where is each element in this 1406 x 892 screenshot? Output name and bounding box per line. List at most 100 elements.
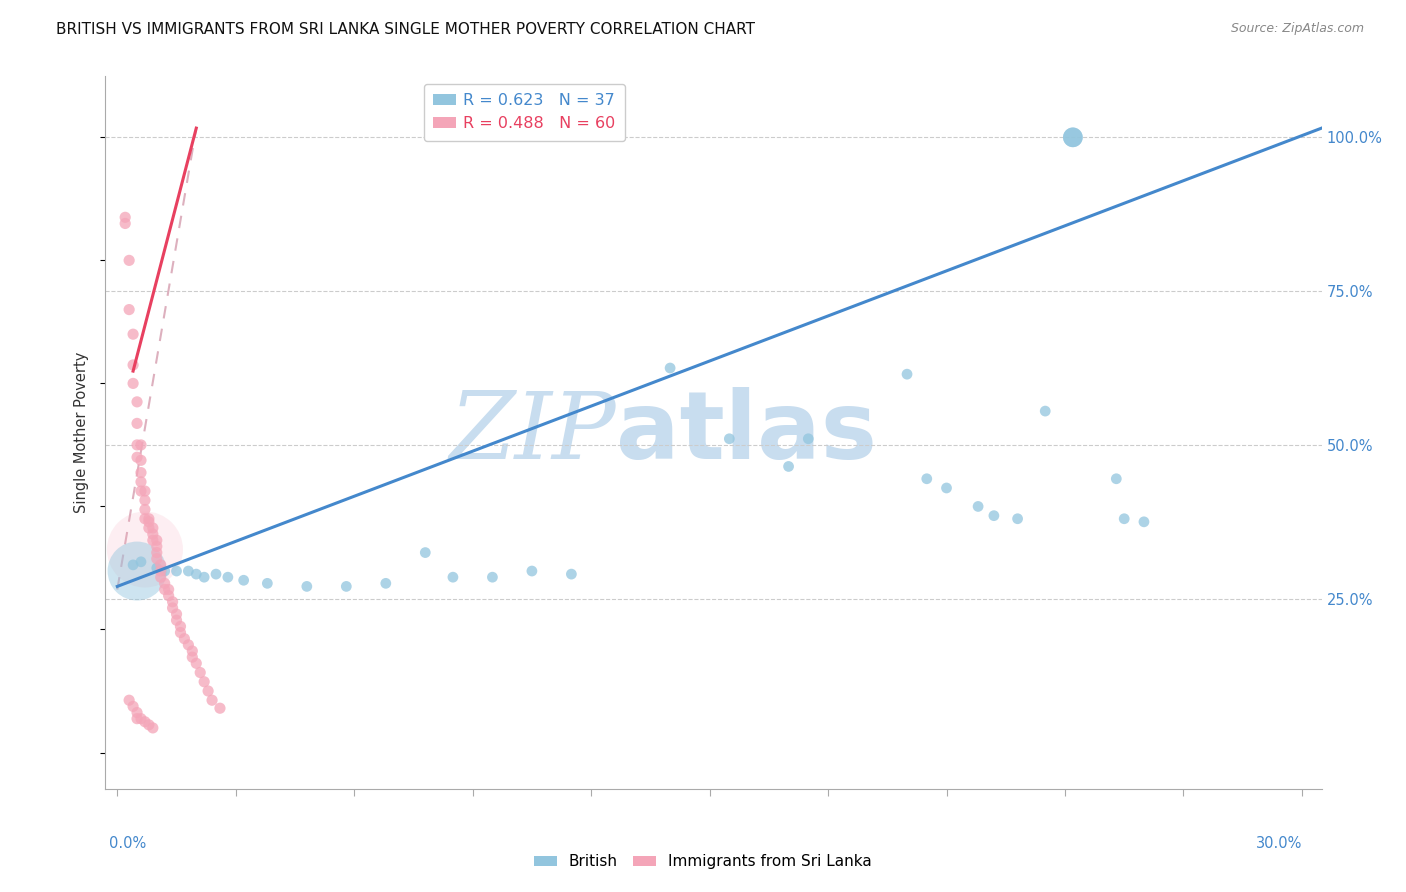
Point [232,574,254,588]
Point [1133,515,1156,529]
Point [1114,512,1136,526]
Point [146,545,169,559]
Point [166,564,188,578]
Point [153,582,176,597]
Point [134,493,156,508]
Point [181,644,204,658]
Point [125,712,148,726]
Point [125,564,148,578]
Point [935,481,957,495]
Point [915,472,938,486]
Point [146,551,169,566]
Legend: R = 0.623   N = 37, R = 0.488   N = 60: R = 0.623 N = 37, R = 0.488 N = 60 [423,84,626,141]
Point [129,453,152,467]
Point [146,533,169,548]
Point [129,555,152,569]
Point [560,567,582,582]
Point [896,367,918,381]
Point [169,619,191,633]
Point [193,570,215,584]
Point [217,570,239,584]
Point [125,417,148,431]
Point [125,438,148,452]
Point [134,484,156,499]
Point [374,576,396,591]
Point [659,361,682,376]
Point [1062,130,1084,145]
Point [142,521,165,535]
Point [122,376,145,391]
Point [149,558,172,572]
Point [193,674,215,689]
Point [134,542,156,557]
Point [138,521,160,535]
Point [295,579,318,593]
Point [967,500,990,514]
Point [153,576,176,591]
Point [177,564,200,578]
Point [149,570,172,584]
Point [208,701,231,715]
Point [138,515,160,529]
Point [797,432,820,446]
Point [114,217,136,231]
Point [146,540,169,554]
Point [186,657,208,671]
Point [413,545,436,559]
Point [188,665,211,680]
Point [256,576,278,591]
Point [1033,404,1056,418]
Point [201,693,224,707]
Point [186,567,208,582]
Point [142,721,165,735]
Point [205,567,228,582]
Point [1062,130,1084,145]
Point [157,589,180,603]
Point [118,253,141,268]
Point [166,613,188,627]
Point [157,582,180,597]
Point [481,570,503,584]
Point [129,466,152,480]
Point [173,632,195,646]
Point [134,502,156,516]
Point [162,601,184,615]
Point [118,302,141,317]
Point [520,564,543,578]
Point [177,638,200,652]
Point [153,564,176,578]
Point [162,595,184,609]
Text: ZIP: ZIP [450,388,616,477]
Point [149,564,172,578]
Point [125,450,148,465]
Point [129,475,152,489]
Point [122,327,145,342]
Point [983,508,1005,523]
Point [142,527,165,541]
Point [134,714,156,729]
Point [129,712,152,726]
Point [166,607,188,621]
Point [125,706,148,720]
Point [129,484,152,499]
Point [125,395,148,409]
Point [441,570,464,584]
Point [718,432,741,446]
Point [122,358,145,372]
Point [335,579,357,593]
Point [197,684,219,698]
Point [146,561,169,575]
Text: 30.0%: 30.0% [1256,836,1302,851]
Point [169,625,191,640]
Point [778,459,800,474]
Point [181,650,204,665]
Text: 0.0%: 0.0% [110,836,146,851]
Point [138,512,160,526]
Point [129,438,152,452]
Point [1007,512,1029,526]
Point [138,718,160,732]
Legend: British, Immigrants from Sri Lanka: British, Immigrants from Sri Lanka [527,848,879,875]
Point [1105,472,1128,486]
Point [114,211,136,225]
Point [142,533,165,548]
